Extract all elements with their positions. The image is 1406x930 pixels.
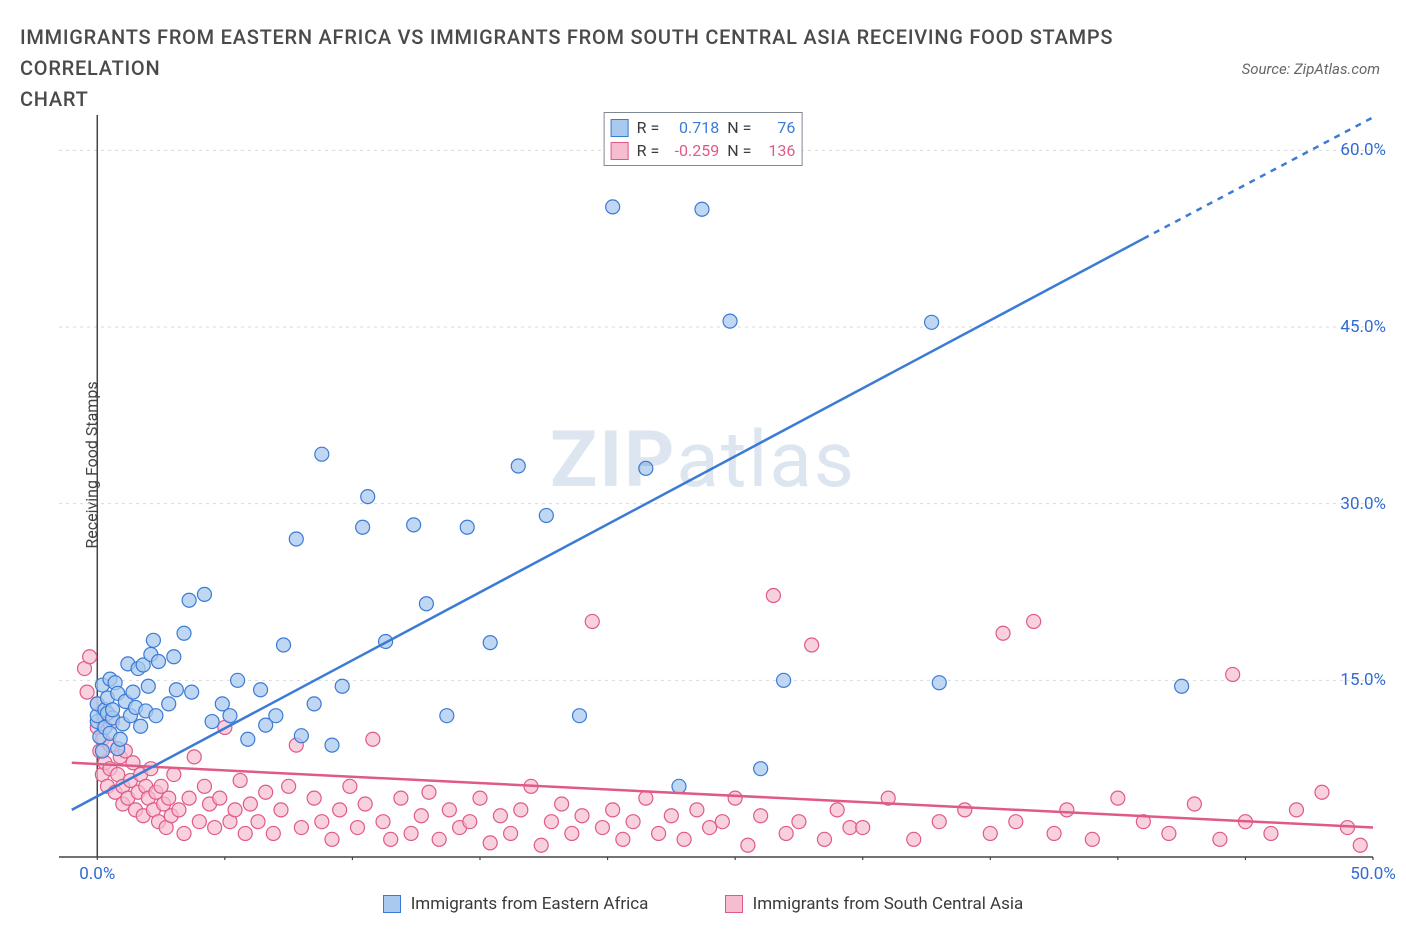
title-line-1: IMMIGRANTS FROM EASTERN AFRICA VS IMMIGR… (20, 25, 1113, 80)
legend-row-series2: R = -0.259 N = 136 (611, 139, 796, 162)
legend-n-value-series2: 136 (759, 139, 795, 162)
chart-title: IMMIGRANTS FROM EASTERN AFRICA VS IMMIGR… (20, 22, 1186, 115)
legend-row-series1: R = 0.718 N = 76 (611, 116, 796, 139)
legend-series: Immigrants from Eastern Africa Immigrant… (0, 894, 1406, 918)
x-tick-labels: 0.0% 50.0% (56, 864, 1376, 886)
legend-swatch-series1 (611, 119, 629, 137)
y-tick-label: 30.0% (1340, 494, 1386, 514)
plot-svg (56, 112, 1376, 860)
legend-swatch-icon (725, 895, 743, 913)
legend-n-label: N = (727, 139, 751, 162)
legend-item-series1: Immigrants from Eastern Africa (383, 894, 649, 914)
legend-n-value-series1: 76 (759, 116, 795, 139)
title-line-2: CHART (20, 87, 89, 111)
scatter-plot (56, 112, 1376, 860)
legend-r-label: R = (637, 139, 660, 162)
y-tick-label: 45.0% (1340, 317, 1386, 337)
source-name: ZipAtlas.com (1294, 60, 1380, 78)
legend-n-label: N = (727, 116, 751, 139)
legend-r-label: R = (637, 116, 660, 139)
legend-r-value-series1: 0.718 (667, 116, 719, 139)
source-credit: Source: ZipAtlas.com (1242, 60, 1380, 78)
y-tick-labels: 15.0% 30.0% 45.0% 60.0% (1318, 112, 1386, 860)
legend-swatch-series2 (611, 142, 629, 160)
legend-correlation-box: R = 0.718 N = 76 R = -0.259 N = 136 (604, 112, 803, 166)
x-tick-left: 0.0% (79, 864, 115, 884)
legend-label-series2: Immigrants from South Central Asia (753, 894, 1024, 914)
legend-label-series1: Immigrants from Eastern Africa (411, 894, 649, 914)
source-prefix: Source: (1242, 60, 1294, 78)
legend-item-series2: Immigrants from South Central Asia (725, 894, 1024, 914)
y-tick-label: 60.0% (1340, 140, 1386, 160)
y-tick-label: 15.0% (1340, 670, 1386, 690)
x-tick-right: 50.0% (1350, 864, 1396, 884)
legend-swatch-icon (383, 895, 401, 913)
legend-r-value-series2: -0.259 (667, 139, 719, 162)
